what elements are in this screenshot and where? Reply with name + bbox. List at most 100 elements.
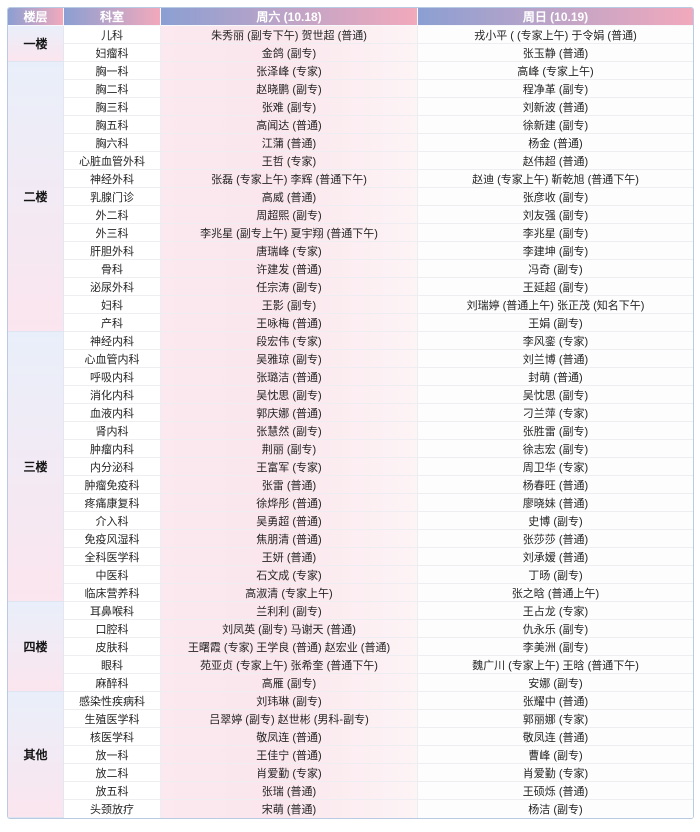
sunday-cell: 冯奇 (副专) [418, 260, 693, 278]
table-row: 口腔科 刘凤英 (副专) 马谢天 (普通) 仇永乐 (副专) [8, 620, 693, 638]
saturday-cell: 张磊 (专家上午) 李辉 (普通下午) [161, 170, 418, 188]
saturday-cell: 张雷 (普通) [161, 476, 418, 494]
sunday-cell: 安娜 (副专) [418, 674, 693, 692]
dept-cell: 肿瘤内科 [64, 440, 161, 458]
dept-cell: 免疫风湿科 [64, 530, 161, 548]
table-row: 四楼 耳鼻喉科 兰利利 (副专) 王占龙 (专家) [8, 602, 693, 692]
dept-cell: 中医科 [64, 566, 161, 584]
sunday-cell: 张之晗 (普通上午) [418, 584, 693, 602]
schedule-table-header: 楼层 科室 周六 (10.18) 周日 (10.19) [8, 8, 693, 26]
saturday-cell: 荆丽 (副专) [161, 440, 418, 458]
saturday-cell: 吕翠婷 (副专) 赵世彬 (男科-副专) [161, 710, 418, 728]
sunday-cell: 张玉静 (普通) [418, 44, 693, 62]
dept-cell: 皮肤科 [64, 638, 161, 656]
table-row: 中医科 石文成 (专家) 丁旸 (副专) [8, 566, 693, 584]
table-row: 肿瘤内科 荆丽 (副专) 徐志宏 (副专) [8, 440, 693, 458]
saturday-cell: 宋萌 (普通) [161, 800, 418, 818]
saturday-cell: 张泽峰 (专家) [161, 62, 418, 80]
dept-cell: 消化内科 [64, 386, 161, 404]
dept-cell: 疼痛康复科 [64, 494, 161, 512]
sunday-cell: 杨洁 (副专) [418, 800, 693, 818]
saturday-cell: 郭庆娜 (普通) [161, 404, 418, 422]
sunday-cell: 肖爱勤 (专家) [418, 764, 693, 782]
table-row: 内分泌科 王富军 (专家) 周卫华 (专家) [8, 458, 693, 476]
table-row: 胸六科 江蒲 (普通) 杨金 (普通) [8, 134, 693, 152]
dept-cell: 肾内科 [64, 422, 161, 440]
dept-cell: 生殖医学科 [64, 710, 161, 728]
saturday-cell: 焦朋清 (普通) [161, 530, 418, 548]
table-row: 胸五科 高闻达 (普通) 徐新建 (副专) [8, 116, 693, 134]
dept-cell: 妇科 [64, 296, 161, 314]
saturday-cell: 高威 (普通) [161, 188, 418, 206]
dept-cell: 胸一科 [64, 62, 161, 80]
sunday-cell: 刁兰萍 (专家) [418, 404, 693, 422]
schedule-table-container: 楼层 科室 周六 (10.18) 周日 (10.19) 一楼 儿科 朱秀丽 (副专下… [7, 7, 694, 819]
table-row: 呼吸内科 张璐洁 (普通) 封萌 (普通) [8, 368, 693, 386]
saturday-cell: 高雁 (副专) [161, 674, 418, 692]
sunday-cell: 敬凤连 (普通) [418, 728, 693, 746]
sunday-cell: 王占龙 (专家) [418, 602, 693, 620]
table-row: 产科 王咏梅 (普通) 王娟 (副专) [8, 314, 693, 332]
table-row: 头颈放疗 宋萌 (普通) 杨洁 (副专) [8, 800, 693, 818]
saturday-cell: 江蒲 (普通) [161, 134, 418, 152]
table-row: 临床营养科 高淑清 (专家上午) 张之晗 (普通上午) [8, 584, 693, 602]
dept-cell: 介入科 [64, 512, 161, 530]
sunday-cell: 刘承嫒 (普通) [418, 548, 693, 566]
dept-cell: 全科医学科 [64, 548, 161, 566]
sunday-cell: 魏广川 (专家上午) 王晗 (普通下午) [418, 656, 693, 674]
sunday-cell: 张莎莎 (普通) [418, 530, 693, 548]
dept-cell: 口腔科 [64, 620, 161, 638]
dept-cell: 麻醉科 [64, 674, 161, 692]
table-row: 肾内科 张慧然 (副专) 张胜雷 (副专) [8, 422, 693, 440]
table-row: 核医学科 敬凤连 (普通) 敬凤连 (普通) [8, 728, 693, 746]
schedule-table-body: 一楼 儿科 朱秀丽 (副专下午) 贺世超 (普通) 戎小平 ( (专家上午) 于令娟 … [8, 26, 693, 818]
floor-group-label: 四楼 [8, 602, 64, 692]
table-row: 介入科 吴勇超 (普通) 史博 (副专) [8, 512, 693, 530]
table-row: 胸三科 张难 (副专) 刘新波 (普通) [8, 98, 693, 116]
table-row: 妇瘤科 金鸽 (副专) 张玉静 (普通) [8, 44, 693, 62]
saturday-cell: 许建发 (普通) [161, 260, 418, 278]
dept-cell: 耳鼻喉科 [64, 602, 161, 620]
table-row: 眼科 苑亚贞 (专家上午) 张希奎 (普通下午) 魏广川 (专家上午) 王晗 (普通… [8, 656, 693, 674]
saturday-cell: 王曙霞 (专家) 王学良 (普通) 赵宏业 (普通) [161, 638, 418, 656]
table-row: 麻醉科 高雁 (副专) 安娜 (副专) [8, 674, 693, 692]
table-row: 一楼 儿科 朱秀丽 (副专下午) 贺世超 (普通) 戎小平 ( (专家上午) 于令娟 … [8, 26, 693, 62]
saturday-cell: 张难 (副专) [161, 98, 418, 116]
floor-group-label: 一楼 [8, 26, 64, 62]
dept-cell: 眼科 [64, 656, 161, 674]
sunday-cell: 赵迪 (专家上午) 靳乾旭 (普通下午) [418, 170, 693, 188]
saturday-cell: 肖爱勤 (专家) [161, 764, 418, 782]
saturday-cell: 王佳宁 (普通) [161, 746, 418, 764]
table-row: 心血管内科 吴雅琼 (副专) 刘兰博 (普通) [8, 350, 693, 368]
table-row: 肝胆外科 唐瑞峰 (专家) 李建坤 (副专) [8, 242, 693, 260]
table-row: 骨科 许建发 (普通) 冯奇 (副专) [8, 260, 693, 278]
dept-cell: 神经外科 [64, 170, 161, 188]
schedule-table: 楼层 科室 周六 (10.18) 周日 (10.19) 一楼 儿科 朱秀丽 (副专下… [8, 8, 693, 818]
dept-cell: 核医学科 [64, 728, 161, 746]
dept-cell: 儿科 [64, 26, 161, 44]
dept-cell: 胸二科 [64, 80, 161, 98]
table-row: 皮肤科 王曙霞 (专家) 王学良 (普通) 赵宏业 (普通) 李美洲 (副专) [8, 638, 693, 656]
sunday-cell: 仇永乐 (副专) [418, 620, 693, 638]
dept-cell: 肿瘤免疫科 [64, 476, 161, 494]
col-header-floor: 楼层 [8, 8, 64, 26]
sunday-cell: 程净革 (副专) [418, 80, 693, 98]
sunday-cell: 刘瑞婷 (普通上午) 张正茂 (知名下午) [418, 296, 693, 314]
saturday-cell: 朱秀丽 (副专下午) 贺世超 (普通) [161, 26, 418, 44]
saturday-cell: 段宏伟 (专家) [161, 332, 418, 350]
saturday-cell: 吴忱思 (副专) [161, 386, 418, 404]
table-row: 外三科 李兆星 (副专上午) 夏宇翔 (普通下午) 李兆星 (副专) [8, 224, 693, 242]
floor-group-label: 其他 [8, 692, 64, 818]
header-row: 楼层 科室 周六 (10.18) 周日 (10.19) [8, 8, 693, 26]
dept-cell: 放二科 [64, 764, 161, 782]
sunday-cell: 李兆星 (副专) [418, 224, 693, 242]
sunday-cell: 杨金 (普通) [418, 134, 693, 152]
sunday-cell: 徐志宏 (副专) [418, 440, 693, 458]
dept-cell: 放一科 [64, 746, 161, 764]
sunday-cell: 李风銮 (专家) [418, 332, 693, 350]
table-row: 其他 感染性疾病科 刘玮琳 (副专) 张耀中 (普通) [8, 692, 693, 818]
sunday-cell: 张胜雷 (副专) [418, 422, 693, 440]
dept-cell: 神经内科 [64, 332, 161, 350]
sunday-cell: 郭丽娜 (专家) [418, 710, 693, 728]
dept-cell: 妇瘤科 [64, 44, 161, 62]
